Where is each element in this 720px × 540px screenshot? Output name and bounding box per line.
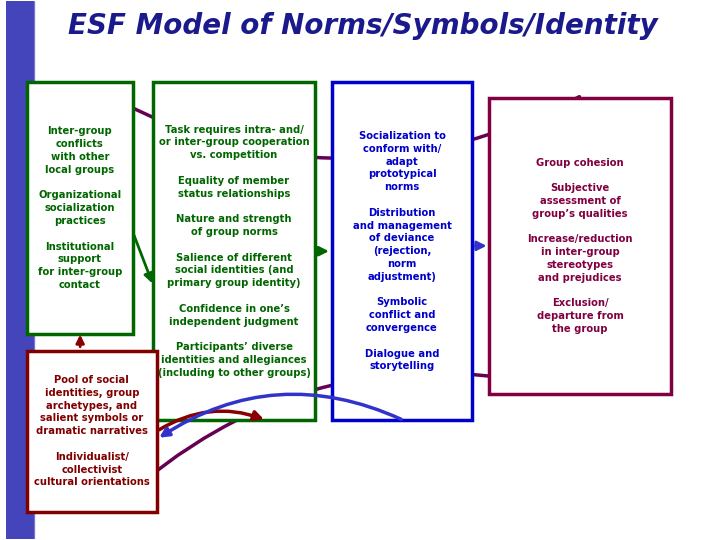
Bar [6, 2, 15, 538]
Bar [6, 2, 22, 538]
Bar [6, 2, 30, 538]
Bar [6, 2, 9, 538]
Bar [6, 2, 21, 538]
Bar [6, 2, 17, 538]
FancyBboxPatch shape [27, 82, 133, 334]
Text: Group cohesion

Subjective
assessment of
group’s qualities

Increase/reduction
i: Group cohesion Subjective assessment of … [528, 158, 633, 334]
Bar [6, 2, 14, 538]
Bar [6, 2, 31, 538]
FancyBboxPatch shape [27, 350, 157, 512]
Bar [6, 2, 11, 538]
Bar [6, 2, 25, 538]
Bar [6, 2, 12, 538]
Text: Inter-group
conflicts
with other
local groups

Organizational
socialization
prac: Inter-group conflicts with other local g… [37, 126, 122, 290]
Bar [6, 2, 12, 538]
Bar [6, 2, 32, 538]
FancyBboxPatch shape [490, 98, 671, 394]
Bar [6, 2, 9, 538]
Bar [6, 2, 24, 538]
Bar [6, 2, 19, 538]
Bar [6, 2, 13, 538]
FancyArrowPatch shape [114, 373, 579, 507]
Bar [6, 2, 34, 538]
Bar [6, 2, 21, 538]
Bar [6, 2, 22, 538]
FancyBboxPatch shape [332, 82, 472, 421]
Bar [6, 2, 22, 538]
Bar [6, 2, 24, 538]
Bar [6, 2, 18, 538]
Bar [6, 2, 19, 538]
Bar [6, 2, 12, 538]
Bar [6, 2, 32, 538]
FancyArrowPatch shape [163, 394, 401, 436]
Bar [6, 2, 26, 538]
Bar [6, 2, 8, 538]
Bar [6, 2, 32, 538]
Text: ESF Model of Norms/Symbols/Identity: ESF Model of Norms/Symbols/Identity [68, 11, 657, 39]
FancyArrowPatch shape [86, 83, 580, 158]
Bar [6, 2, 33, 538]
Bar [6, 2, 7, 538]
Bar [6, 2, 14, 538]
Bar [6, 2, 16, 538]
Text: Socialization to
conform with/
adapt
prototypical
norms

Distribution
and manage: Socialization to conform with/ adapt pro… [353, 131, 451, 372]
Bar [6, 2, 14, 538]
Text: Pool of social
identities, group
archetypes, and
salient symbols or
dramatic nar: Pool of social identities, group archety… [34, 375, 150, 488]
Bar [6, 2, 27, 538]
Bar [6, 2, 27, 538]
Bar [6, 2, 23, 538]
Bar [6, 2, 24, 538]
Bar [6, 2, 29, 538]
Bar [6, 2, 7, 538]
FancyArrowPatch shape [159, 411, 261, 430]
Bar [6, 2, 27, 538]
Bar [6, 2, 11, 538]
Bar [6, 2, 9, 538]
Bar [6, 2, 17, 538]
Bar [6, 2, 20, 538]
Bar [6, 2, 31, 538]
Bar [6, 2, 28, 538]
Bar [6, 2, 19, 538]
Bar [6, 2, 15, 538]
Bar [6, 2, 25, 538]
Text: Task requires intra- and/
or inter-group cooperation
vs. competition

Equality o: Task requires intra- and/ or inter-group… [158, 125, 310, 378]
Bar [6, 2, 16, 538]
Bar [6, 2, 30, 538]
Bar [6, 2, 20, 538]
Bar [6, 2, 29, 538]
Bar [6, 2, 17, 538]
FancyBboxPatch shape [153, 82, 315, 421]
Bar [6, 2, 10, 538]
Bar [6, 2, 30, 538]
Bar [6, 2, 10, 538]
Bar [6, 2, 26, 538]
